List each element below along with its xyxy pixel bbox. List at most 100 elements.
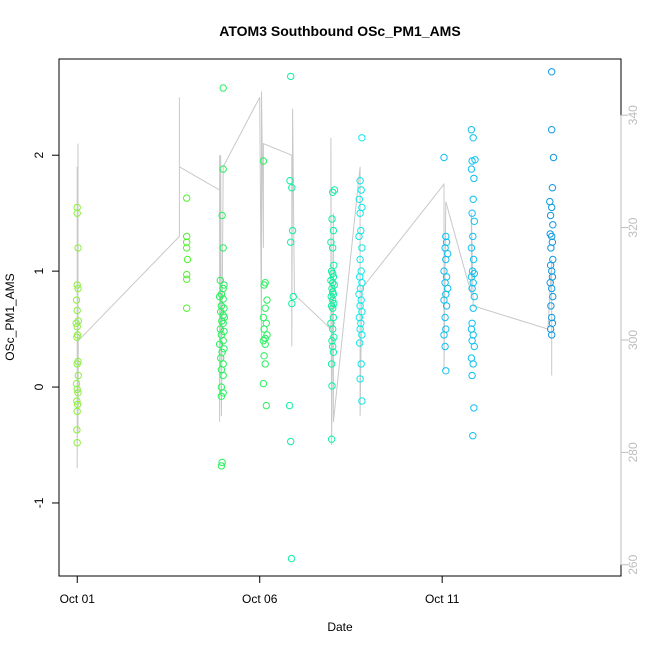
data-point	[357, 186, 365, 194]
x-tick-label: Oct 06	[242, 592, 278, 606]
data-point	[330, 299, 338, 308]
data-point	[73, 209, 81, 217]
data-point	[328, 337, 336, 345]
y-tick-label: 2	[32, 152, 46, 159]
data-point	[470, 174, 478, 183]
data-point	[219, 389, 227, 397]
data-point	[73, 426, 81, 434]
series-line	[76, 91, 553, 469]
data-point	[72, 319, 80, 327]
data-point	[218, 458, 226, 467]
data-point	[329, 290, 338, 298]
data-point	[329, 325, 337, 333]
data-point	[259, 157, 268, 165]
data-point	[218, 211, 226, 220]
data-point	[549, 292, 557, 301]
data-point	[469, 195, 477, 204]
data-point	[329, 188, 337, 197]
y-tick-label: 1	[32, 267, 46, 274]
data-point	[73, 400, 82, 409]
y2-tick-label: 280	[626, 442, 640, 462]
data-point	[440, 331, 448, 339]
data-point	[355, 195, 363, 204]
data-point	[260, 352, 268, 360]
data-point	[355, 232, 363, 241]
data-point	[262, 401, 270, 410]
x-axis-label: Date	[327, 620, 353, 634]
data-point	[468, 157, 476, 165]
data-point	[356, 209, 364, 217]
data-point	[469, 232, 477, 241]
y2-tick-label: 340	[626, 105, 640, 125]
data-point	[219, 244, 227, 252]
data-point	[469, 331, 477, 339]
y2-tick-label: 320	[626, 217, 640, 237]
point-layer	[72, 68, 558, 563]
data-point	[469, 304, 477, 312]
data-point	[286, 177, 294, 185]
data-point	[547, 244, 555, 252]
data-point	[183, 238, 191, 246]
data-point	[329, 348, 338, 356]
data-point	[548, 68, 556, 76]
data-point	[546, 261, 555, 269]
data-point	[330, 186, 339, 194]
data-point	[73, 439, 81, 447]
data-point	[467, 244, 476, 252]
data-point	[356, 339, 364, 347]
data-point	[440, 153, 448, 162]
data-point	[73, 281, 81, 289]
line-layer	[76, 91, 553, 469]
data-point	[442, 232, 450, 241]
data-point	[287, 238, 295, 246]
axes-layer: Oct 01 Oct 06 Oct 11 -1 0 1 2 260 280 300 320 340	[32, 105, 640, 606]
y2-tick-label: 300	[626, 330, 640, 350]
data-point	[73, 397, 81, 405]
data-point	[468, 284, 476, 293]
data-point	[183, 244, 191, 252]
data-point	[548, 184, 557, 192]
data-point	[261, 360, 269, 368]
data-point	[73, 306, 81, 315]
data-point	[330, 333, 338, 341]
data-point	[219, 371, 227, 380]
data-point	[183, 270, 191, 279]
data-point	[217, 302, 226, 310]
data-point	[73, 360, 81, 368]
data-point	[548, 331, 556, 339]
data-point	[288, 184, 296, 192]
data-point	[442, 302, 451, 310]
data-point	[328, 215, 336, 223]
data-point	[358, 134, 366, 142]
y2-tick-label: 260	[626, 554, 640, 574]
data-point	[183, 232, 191, 241]
data-point	[358, 331, 366, 339]
data-point	[327, 435, 336, 443]
data-point	[217, 290, 226, 298]
y-tick-label: 0	[32, 383, 46, 390]
data-point	[259, 313, 268, 322]
data-point	[259, 337, 268, 345]
data-point	[547, 302, 555, 310]
data-point	[548, 203, 556, 212]
data-point	[548, 232, 556, 241]
data-point	[288, 226, 297, 235]
data-point	[356, 255, 364, 264]
data-point	[216, 276, 225, 285]
data-point	[546, 211, 555, 220]
data-point	[72, 296, 81, 304]
data-point	[73, 385, 81, 394]
y-tick-label: -1	[32, 497, 46, 508]
data-point	[548, 313, 556, 322]
data-point	[215, 340, 224, 348]
data-point	[442, 255, 450, 264]
data-point	[469, 134, 477, 142]
data-point	[442, 367, 450, 375]
data-point	[74, 284, 82, 293]
data-point	[219, 319, 227, 327]
data-point	[260, 281, 268, 289]
data-point	[329, 342, 337, 351]
data-point	[467, 165, 476, 173]
data-point	[183, 194, 191, 202]
data-point	[287, 437, 295, 446]
